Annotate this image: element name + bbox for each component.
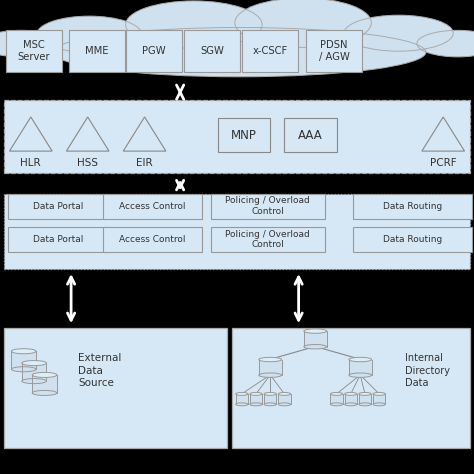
Bar — [69, 30, 125, 72]
Bar — [284, 118, 337, 152]
Bar — [11, 351, 36, 369]
Text: Access Control: Access Control — [119, 235, 186, 244]
Bar — [242, 30, 298, 72]
Ellipse shape — [304, 329, 327, 333]
Bar — [32, 375, 57, 393]
Text: Access Control: Access Control — [119, 202, 186, 210]
Bar — [218, 118, 270, 152]
Ellipse shape — [373, 392, 385, 395]
Bar — [211, 194, 325, 219]
Ellipse shape — [53, 27, 426, 77]
Ellipse shape — [32, 391, 57, 395]
Text: Data Portal: Data Portal — [33, 235, 83, 244]
Text: MNP: MNP — [231, 128, 257, 142]
Bar — [278, 394, 291, 404]
Text: x-CSCF: x-CSCF — [253, 46, 288, 56]
Ellipse shape — [250, 403, 262, 406]
Text: Policing / Overload
Control: Policing / Overload Control — [226, 230, 310, 249]
Bar — [103, 227, 202, 252]
Text: HSS: HSS — [77, 158, 98, 168]
Ellipse shape — [236, 403, 248, 406]
Text: Policing / Overload
Control: Policing / Overload Control — [226, 197, 310, 216]
Bar — [126, 30, 182, 72]
Text: Data Portal: Data Portal — [33, 202, 83, 210]
Text: MME: MME — [85, 46, 109, 56]
Bar — [211, 227, 325, 252]
Polygon shape — [9, 117, 52, 151]
Bar — [264, 394, 276, 404]
Ellipse shape — [304, 345, 327, 349]
Bar — [259, 359, 282, 375]
Polygon shape — [422, 117, 465, 151]
Bar — [103, 194, 202, 219]
Text: PDSN
/ AGW: PDSN / AGW — [319, 40, 350, 62]
Ellipse shape — [264, 403, 276, 406]
Bar — [330, 394, 343, 404]
Text: HLR: HLR — [20, 158, 41, 168]
Bar — [349, 359, 372, 375]
Text: AAA: AAA — [298, 128, 323, 142]
Bar — [22, 363, 46, 381]
Ellipse shape — [22, 379, 46, 383]
Ellipse shape — [236, 392, 248, 395]
Polygon shape — [66, 117, 109, 151]
Ellipse shape — [37, 16, 142, 52]
Bar — [8, 227, 108, 252]
Ellipse shape — [11, 349, 36, 354]
Ellipse shape — [250, 392, 262, 395]
Ellipse shape — [345, 392, 357, 395]
Ellipse shape — [32, 373, 57, 377]
Bar — [250, 394, 262, 404]
Bar — [4, 328, 227, 448]
Ellipse shape — [264, 392, 276, 395]
Text: EIR: EIR — [136, 158, 153, 168]
Ellipse shape — [344, 15, 453, 51]
Text: Internal
Directory
Data: Internal Directory Data — [405, 353, 450, 388]
Ellipse shape — [349, 373, 372, 377]
Ellipse shape — [373, 403, 385, 406]
Text: Data Routing: Data Routing — [383, 235, 442, 244]
Ellipse shape — [345, 403, 357, 406]
Ellipse shape — [235, 0, 371, 47]
Ellipse shape — [417, 30, 474, 57]
Ellipse shape — [359, 403, 371, 406]
Bar — [345, 394, 357, 404]
Ellipse shape — [278, 392, 291, 395]
Text: MSC
Server: MSC Server — [18, 40, 50, 62]
Text: PGW: PGW — [142, 46, 166, 56]
Ellipse shape — [11, 367, 36, 372]
Ellipse shape — [259, 373, 282, 377]
Ellipse shape — [278, 403, 291, 406]
Bar — [4, 194, 470, 269]
Bar — [304, 331, 327, 347]
Bar — [359, 394, 371, 404]
Bar — [373, 394, 385, 404]
Bar — [353, 227, 472, 252]
Ellipse shape — [0, 30, 62, 57]
Ellipse shape — [330, 392, 343, 395]
Bar — [236, 394, 248, 404]
Text: SGW: SGW — [201, 46, 224, 56]
Bar — [232, 328, 470, 448]
Bar — [353, 194, 472, 219]
Text: PCRF: PCRF — [430, 158, 456, 168]
Polygon shape — [123, 117, 166, 151]
Ellipse shape — [22, 361, 46, 365]
Ellipse shape — [330, 403, 343, 406]
Ellipse shape — [349, 357, 372, 362]
Text: External
Data
Source: External Data Source — [78, 353, 122, 388]
Ellipse shape — [259, 357, 282, 362]
Bar — [306, 30, 362, 72]
Bar — [4, 100, 470, 173]
Bar — [6, 30, 62, 72]
Bar — [8, 194, 108, 219]
Text: Data Routing: Data Routing — [383, 202, 442, 210]
Bar — [184, 30, 240, 72]
Ellipse shape — [126, 1, 262, 48]
Ellipse shape — [359, 392, 371, 395]
